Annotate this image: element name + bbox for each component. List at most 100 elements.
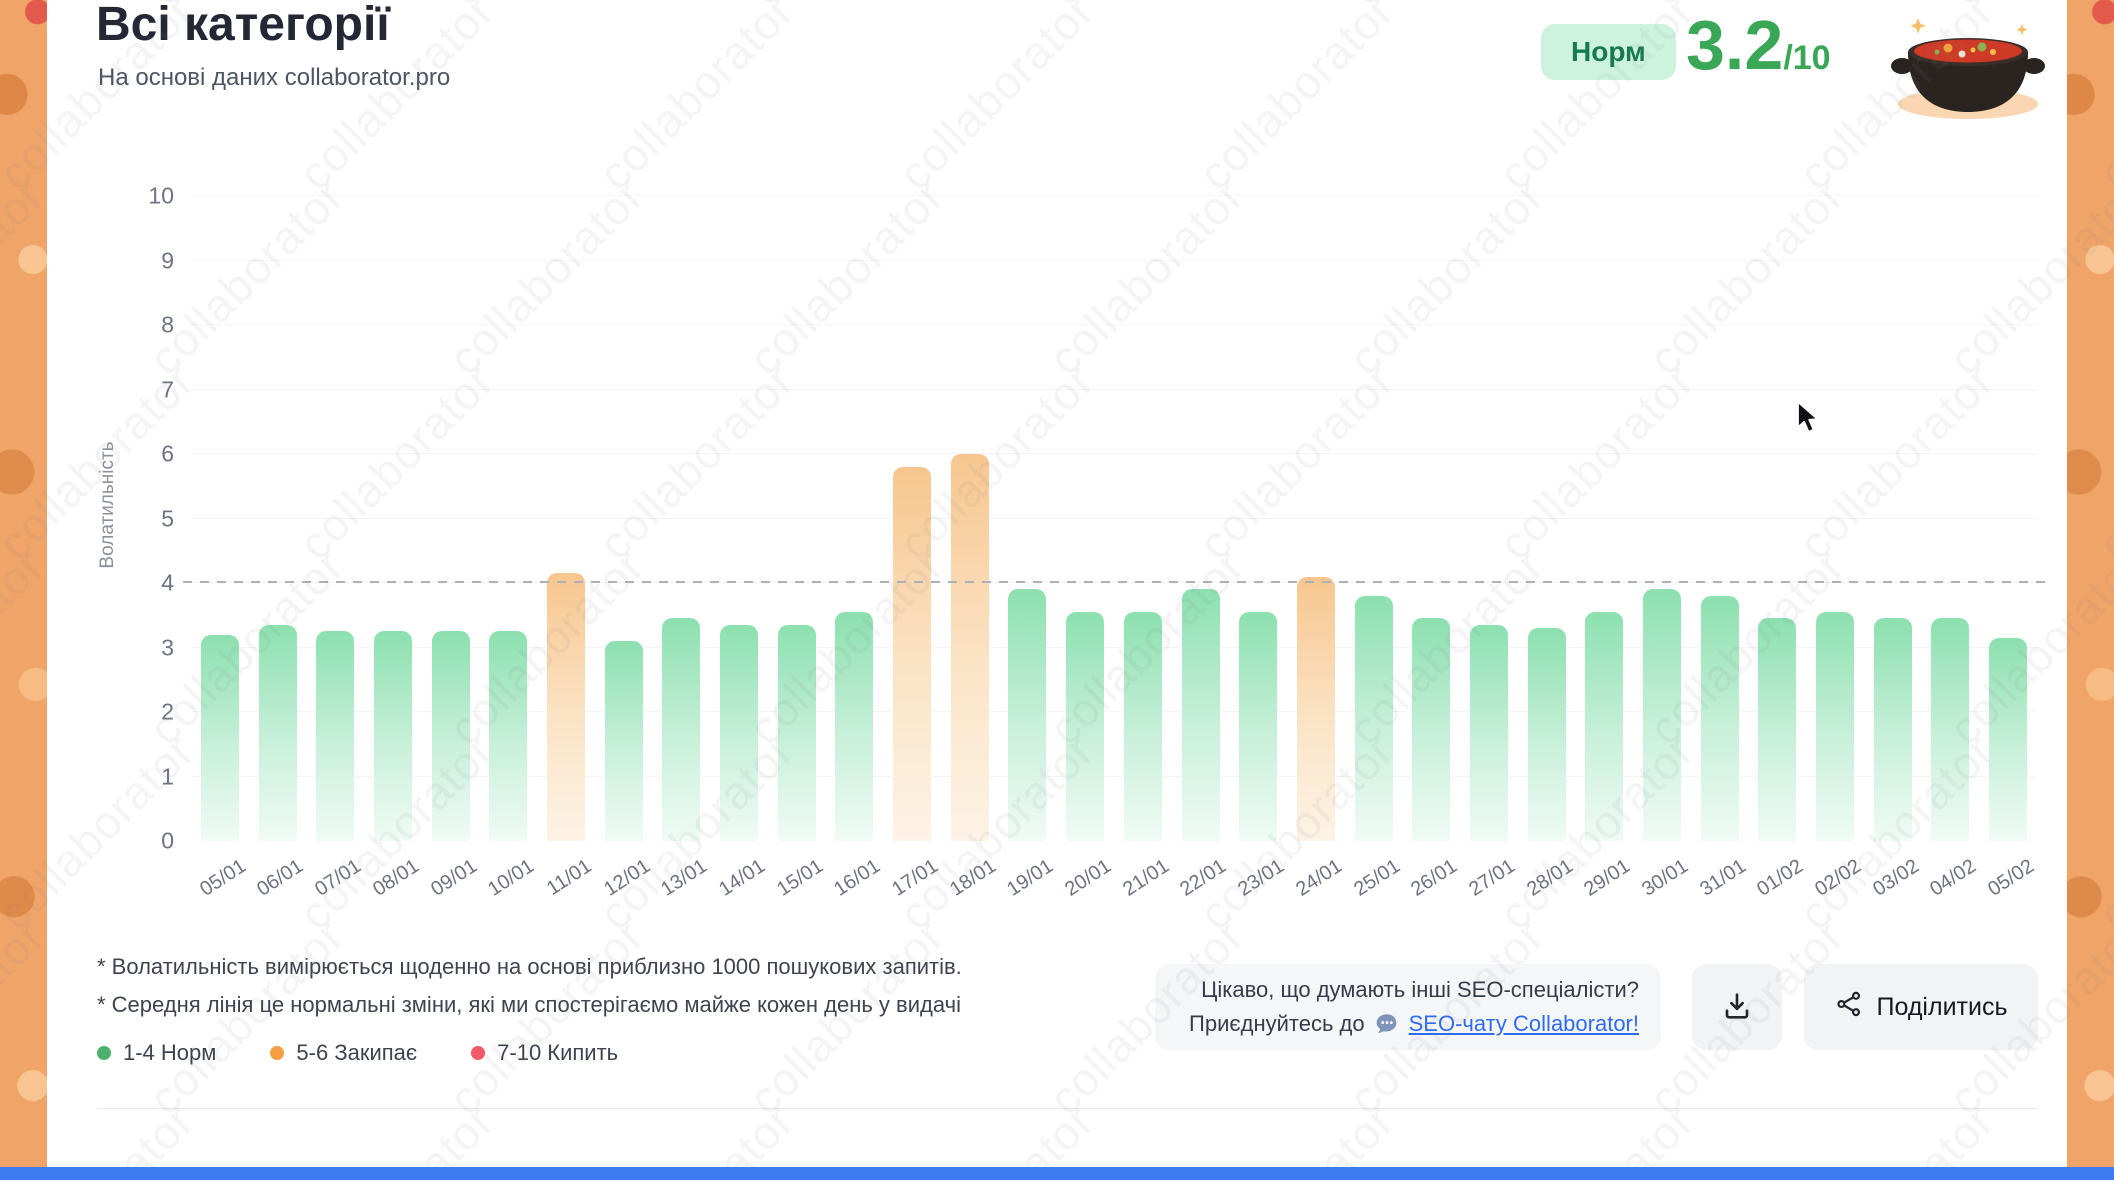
volatility-bar-17/01[interactable]: [893, 466, 932, 841]
volatility-bar-23/01[interactable]: [1239, 612, 1278, 841]
y-tick-label: 10: [148, 182, 174, 209]
volatility-bar-09/01[interactable]: [431, 631, 470, 841]
seo-chat-cta: Цікаво, що думають інші SEO-спеціалісти?…: [1155, 964, 1661, 1050]
volatility-bar-03/02[interactable]: [1873, 618, 1912, 841]
bar-slot: 04/02: [1922, 196, 1980, 901]
volatility-bar-07/01[interactable]: [316, 631, 355, 841]
volatility-bar-04/02[interactable]: [1931, 618, 1970, 841]
bar-slot: 17/01: [883, 196, 942, 901]
cta-join-prefix: Приєднуйтесь до: [1189, 1010, 1365, 1036]
bar-slot: 15/01: [768, 196, 827, 901]
volatility-bar-02/02[interactable]: [1816, 612, 1855, 841]
bar-slot: 28/01: [1518, 196, 1577, 901]
bar-slot: 05/02: [1979, 196, 2038, 901]
bar-slot: 07/01: [306, 196, 365, 901]
status-badge: Норм: [1541, 24, 1676, 80]
volatility-bar-14/01[interactable]: [720, 624, 759, 841]
volatility-bar-30/01[interactable]: [1643, 589, 1682, 841]
decor-right-panel: [2067, 0, 2114, 1180]
seo-chat-link[interactable]: SEO-чату Collaborator!: [1408, 1010, 1639, 1036]
decor-left-panel: [0, 0, 47, 1180]
legend-dot: [471, 1046, 486, 1060]
volatility-bar-19/01[interactable]: [1008, 589, 1047, 841]
legend-dot: [270, 1046, 285, 1060]
volatility-bar-22/01[interactable]: [1181, 589, 1220, 841]
volatility-bar-05/02[interactable]: [1989, 637, 2028, 841]
legend-dot: [97, 1046, 111, 1060]
bar-slot: 12/01: [595, 196, 654, 901]
average-threshold-line: [183, 581, 2045, 583]
volatility-bar-21/01[interactable]: [1123, 612, 1162, 841]
volatility-bar-16/01[interactable]: [835, 612, 874, 841]
y-tick-label: 1: [161, 763, 174, 789]
score: 3.2 /10: [1686, 10, 1831, 80]
page-subtitle: На основі даних collaborator.pro: [98, 64, 451, 91]
bar-slot: 21/01: [1114, 196, 1173, 901]
y-tick-label: 5: [161, 505, 174, 531]
volatility-bar-08/01[interactable]: [373, 631, 412, 841]
y-tick-label: 6: [161, 440, 174, 467]
gridline: [191, 195, 2037, 196]
volatility-bar-26/01[interactable]: [1412, 618, 1451, 841]
bars-container: 05/01 06/01 07/01 08/01 09/01 10/01 11/01 12/01…: [191, 196, 2038, 901]
share-button[interactable]: Поділитись: [1804, 964, 2038, 1050]
legend-label: 5-6 Закипає: [296, 1040, 418, 1065]
bar-slot: 05/01: [191, 196, 250, 901]
download-icon: [1721, 990, 1753, 1025]
score-value: 3.2: [1686, 6, 1784, 84]
bar-slot: 20/01: [1056, 196, 1115, 901]
bar-slot: 18/01: [941, 196, 1000, 901]
legend-item: 1-4 Норм: [97, 1040, 216, 1066]
plot-area: 05/01 06/01 07/01 08/01 09/01 10/01 11/01 12/01…: [183, 195, 2045, 901]
soup-pot-illustration: [1890, 0, 2046, 127]
volatility-bar-11/01[interactable]: [546, 573, 585, 841]
volatility-bar-20/01[interactable]: [1066, 612, 1105, 841]
y-tick-label: 3: [161, 634, 174, 660]
volatility-bar-05/01[interactable]: [200, 634, 239, 841]
gridline: [191, 517, 2037, 519]
volatility-bar-10/01[interactable]: [489, 631, 528, 841]
bar-slot: 24/01: [1287, 196, 1346, 901]
volatility-bar-29/01[interactable]: [1585, 612, 1624, 841]
y-axis-title: Волатильність: [97, 441, 118, 569]
y-tick-label: 0: [161, 827, 174, 854]
gridline: [191, 711, 2037, 712]
volatility-bar-13/01[interactable]: [662, 618, 701, 841]
y-tick-label: 2: [161, 698, 174, 725]
cta-join-line: Приєднуйтесь до SEO-чату Collaborator!: [1189, 1010, 1639, 1037]
page-title: Всі категорії: [96, 0, 390, 51]
volatility-bar-12/01[interactable]: [604, 641, 643, 841]
download-button[interactable]: [1692, 964, 1782, 1050]
volatility-bar-06/01[interactable]: [258, 624, 297, 841]
bar-slot: 01/02: [1749, 196, 1807, 901]
y-tick-label: 4: [161, 569, 174, 596]
legend: 1-4 Норм 5-6 Закипає 7-10 Кипить: [97, 1040, 618, 1066]
volatility-bar-01/02[interactable]: [1758, 618, 1797, 841]
bar-slot: 25/01: [1345, 196, 1404, 901]
footnote-volatility: * Волатильність вимірюється щоденно на о…: [97, 954, 962, 979]
bar-slot: 11/01: [537, 196, 596, 900]
bar-slot: 09/01: [422, 196, 481, 901]
volatility-bar-18/01[interactable]: [950, 454, 989, 841]
legend-item: 7-10 Кипить: [471, 1040, 618, 1066]
mouse-cursor: [1795, 400, 1823, 441]
y-axis-ticks: 0 1 2 3 4 5 6 7 8 9 10: [118, 183, 174, 854]
bar-slot: 27/01: [1460, 196, 1519, 901]
bar-slot: 31/01: [1691, 196, 1750, 901]
chat-bubble-icon: [1374, 1010, 1400, 1037]
bar-slot: 02/02: [1806, 196, 1865, 901]
bar-slot: 19/01: [999, 196, 1057, 901]
cta-question: Цікаво, що думають інші SEO-спеціалісти?: [1201, 976, 1639, 1002]
bar-slot: 10/01: [479, 196, 538, 901]
bar-slot: 03/02: [1864, 196, 1923, 901]
volatility-bar-28/01[interactable]: [1527, 628, 1566, 841]
gridline: [191, 324, 2037, 325]
volatility-bar-24/01[interactable]: [1296, 576, 1335, 841]
volatility-bar-15/01[interactable]: [777, 624, 816, 841]
y-tick-label: 9: [161, 247, 174, 273]
footer-divider: [97, 1108, 2038, 1109]
volatility-bar-31/01[interactable]: [1700, 595, 1739, 841]
volatility-bar-25/01[interactable]: [1354, 595, 1393, 841]
volatility-bar-27/01[interactable]: [1469, 624, 1508, 841]
